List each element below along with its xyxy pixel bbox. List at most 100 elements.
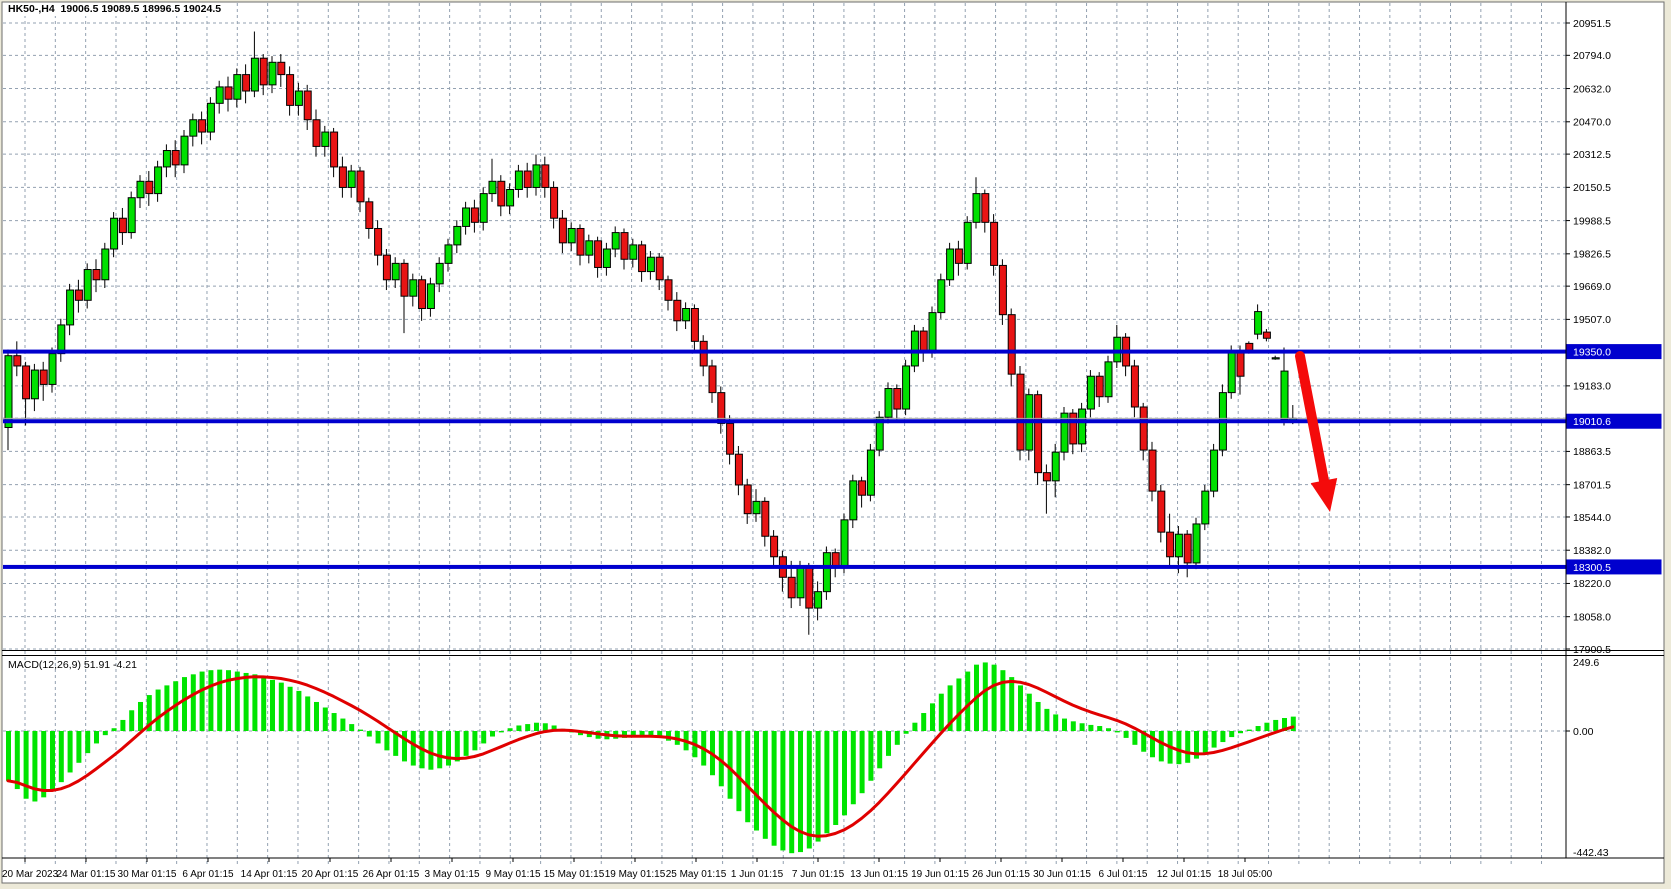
macd-histogram-bar [261, 677, 267, 731]
macd-histogram-bar [622, 731, 627, 738]
macd-histogram-bar [1229, 731, 1235, 738]
macd-histogram-bar [1273, 719, 1279, 731]
macd-histogram-bar [23, 731, 29, 799]
bull-candle [514, 170, 523, 191]
time-axis-label: 6 Jul 01:15 [1099, 869, 1148, 880]
time-axis-label: 19 May 01:15 [605, 869, 666, 880]
macd-histogram-bar [956, 678, 962, 731]
macd-histogram-bar [542, 723, 548, 731]
bull-candle [1078, 408, 1087, 445]
down-arrow-shaft [1295, 351, 1330, 490]
bull-candle [796, 566, 805, 599]
macd-histogram-bar [1000, 670, 1006, 731]
bull-candle [963, 221, 972, 264]
macd-histogram-bar [182, 677, 187, 731]
macd-histogram-bar [76, 731, 82, 763]
macd-histogram-bar [102, 731, 108, 736]
bull-candle [1192, 523, 1201, 564]
bull-candle [567, 227, 576, 244]
time-axis-label: 30 Mar 01:15 [118, 869, 177, 880]
macd-indicator-label: MACD(12,26,9) 51.91 -4.21 [8, 659, 137, 671]
bull-candle [488, 180, 497, 195]
macd-histogram-bar [868, 731, 874, 781]
macd-histogram-bar [657, 731, 663, 738]
bull-candle [629, 244, 638, 260]
macd-histogram-bar [534, 722, 539, 731]
price-axis-label: 18701.5 [1573, 479, 1611, 491]
macd-histogram-bar [94, 731, 99, 744]
bear-candle [1069, 412, 1078, 445]
macd-histogram-bar [789, 731, 795, 854]
bear-candle [145, 180, 154, 195]
macd-histogram-bar [349, 724, 355, 731]
bull-candle [972, 193, 981, 223]
macd-histogram-bar [1282, 718, 1287, 731]
bull-candle [1201, 490, 1210, 525]
bear-candle [277, 61, 286, 76]
price-axis-label: 18544.0 [1573, 512, 1611, 524]
macd-histogram-bar [824, 731, 830, 834]
macd-histogram-bar [472, 731, 478, 751]
time-axis-label: 24 Mar 01:15 [57, 869, 116, 880]
macd-histogram-bar [6, 731, 11, 781]
bear-candle [690, 308, 699, 342]
bear-candle [365, 201, 374, 229]
bull-candle [585, 240, 594, 256]
price-axis-label: 20951.5 [1573, 18, 1611, 30]
macd-histogram-bar [736, 731, 742, 812]
time-axis-label: 13 Jun 01:15 [850, 869, 908, 880]
macd-histogram-bar [199, 671, 205, 731]
macd-histogram-bar [314, 701, 319, 731]
macd-histogram-bar [877, 731, 883, 769]
macd-histogram-bar [393, 731, 399, 756]
bear-candle [1183, 533, 1192, 564]
macd-histogram-bar [490, 731, 495, 737]
macd-histogram-bar [938, 693, 944, 731]
macd-histogram-bar [903, 731, 909, 734]
price-axis-label: 18058.0 [1573, 611, 1611, 623]
macd-histogram-bar [1114, 731, 1120, 733]
bear-candle [1042, 472, 1051, 482]
macd-histogram-bar [833, 731, 839, 825]
macd-histogram-bar [1141, 731, 1147, 752]
time-axis-label: 6 Apr 01:15 [182, 869, 234, 880]
macd-histogram-bar [155, 689, 161, 731]
macd-histogram-bar [745, 731, 751, 823]
macd-histogram-bar [410, 731, 416, 766]
bear-candle [303, 90, 312, 121]
macd-histogram-bar [138, 701, 143, 731]
time-axis-label: 20 Apr 01:15 [302, 869, 359, 880]
bear-candle [655, 256, 664, 281]
macd-histogram-bar [1211, 731, 1217, 748]
macd-histogram-bar [1238, 731, 1243, 734]
macd-histogram-bar [270, 679, 275, 731]
macd-histogram-bar [1009, 677, 1015, 731]
bull-candle [646, 256, 655, 273]
macd-histogram-bar [1097, 726, 1103, 731]
bull-candle [127, 197, 136, 234]
bear-candle [708, 365, 717, 394]
macd-histogram-bar [1158, 731, 1164, 762]
time-axis-label: 3 May 01:15 [424, 869, 479, 880]
bull-candle [928, 312, 937, 353]
macd-histogram-bar [842, 731, 847, 816]
macd-histogram-bar [366, 731, 372, 737]
macd-histogram-bar [243, 672, 249, 731]
macd-histogram-bar [287, 686, 293, 731]
macd-axis-label: 0.00 [1573, 726, 1594, 738]
bear-candle [981, 193, 990, 223]
price-badge [1566, 344, 1662, 360]
macd-histogram-bar [120, 719, 126, 731]
macd-histogram-bar [516, 725, 522, 731]
bull-candle [814, 591, 823, 609]
macd-histogram-bar [507, 728, 513, 731]
bull-candle [479, 193, 488, 223]
macd-histogram-bar [1053, 714, 1059, 731]
price-axis-label: 19669.0 [1573, 281, 1611, 293]
macd-histogram-bar [921, 713, 927, 731]
macd-histogram-bar [384, 731, 390, 751]
bear-candle [550, 186, 559, 219]
macd-histogram-bar [428, 731, 434, 770]
